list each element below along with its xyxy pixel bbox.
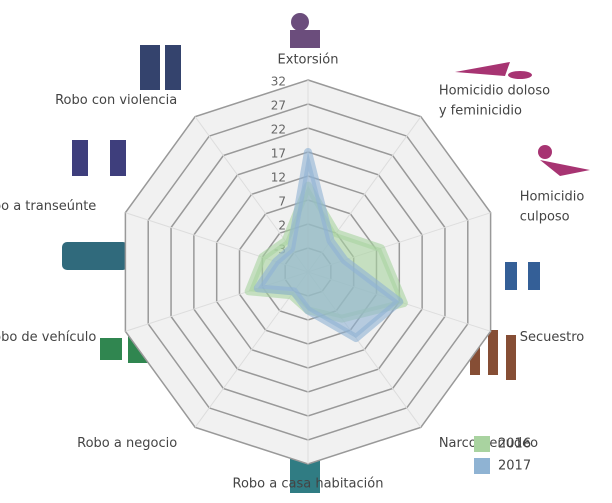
r-tick-label: 32 <box>271 75 286 89</box>
r-tick-label: 17 <box>271 147 286 161</box>
r-tick-label: 7 <box>278 195 286 209</box>
legend-label: 2016 <box>498 437 531 452</box>
category-label: Robo a casa habitación <box>233 477 384 492</box>
legend-swatch <box>474 436 490 452</box>
series-area <box>253 148 404 343</box>
category-label: Robo a transeúnte <box>0 199 96 214</box>
category-label: Robo a negocio <box>77 436 177 451</box>
r-tick-label: 2 <box>278 219 286 233</box>
r-tick-label: 22 <box>271 123 286 137</box>
category-label: Secuestro <box>520 330 585 345</box>
legend-label: 2017 <box>498 459 531 474</box>
category-label: Extorsión <box>278 53 339 68</box>
category-label: Homicidio culposo <box>520 189 585 224</box>
r-tick-label: 12 <box>271 171 286 185</box>
category-label: Robo con violencia <box>55 93 177 108</box>
category-label: Robo de vehículo <box>0 330 96 345</box>
legend-swatch <box>474 458 490 474</box>
category-label: Homicidio doloso y feminicidio <box>439 83 550 118</box>
r-tick-label: 27 <box>271 99 286 113</box>
